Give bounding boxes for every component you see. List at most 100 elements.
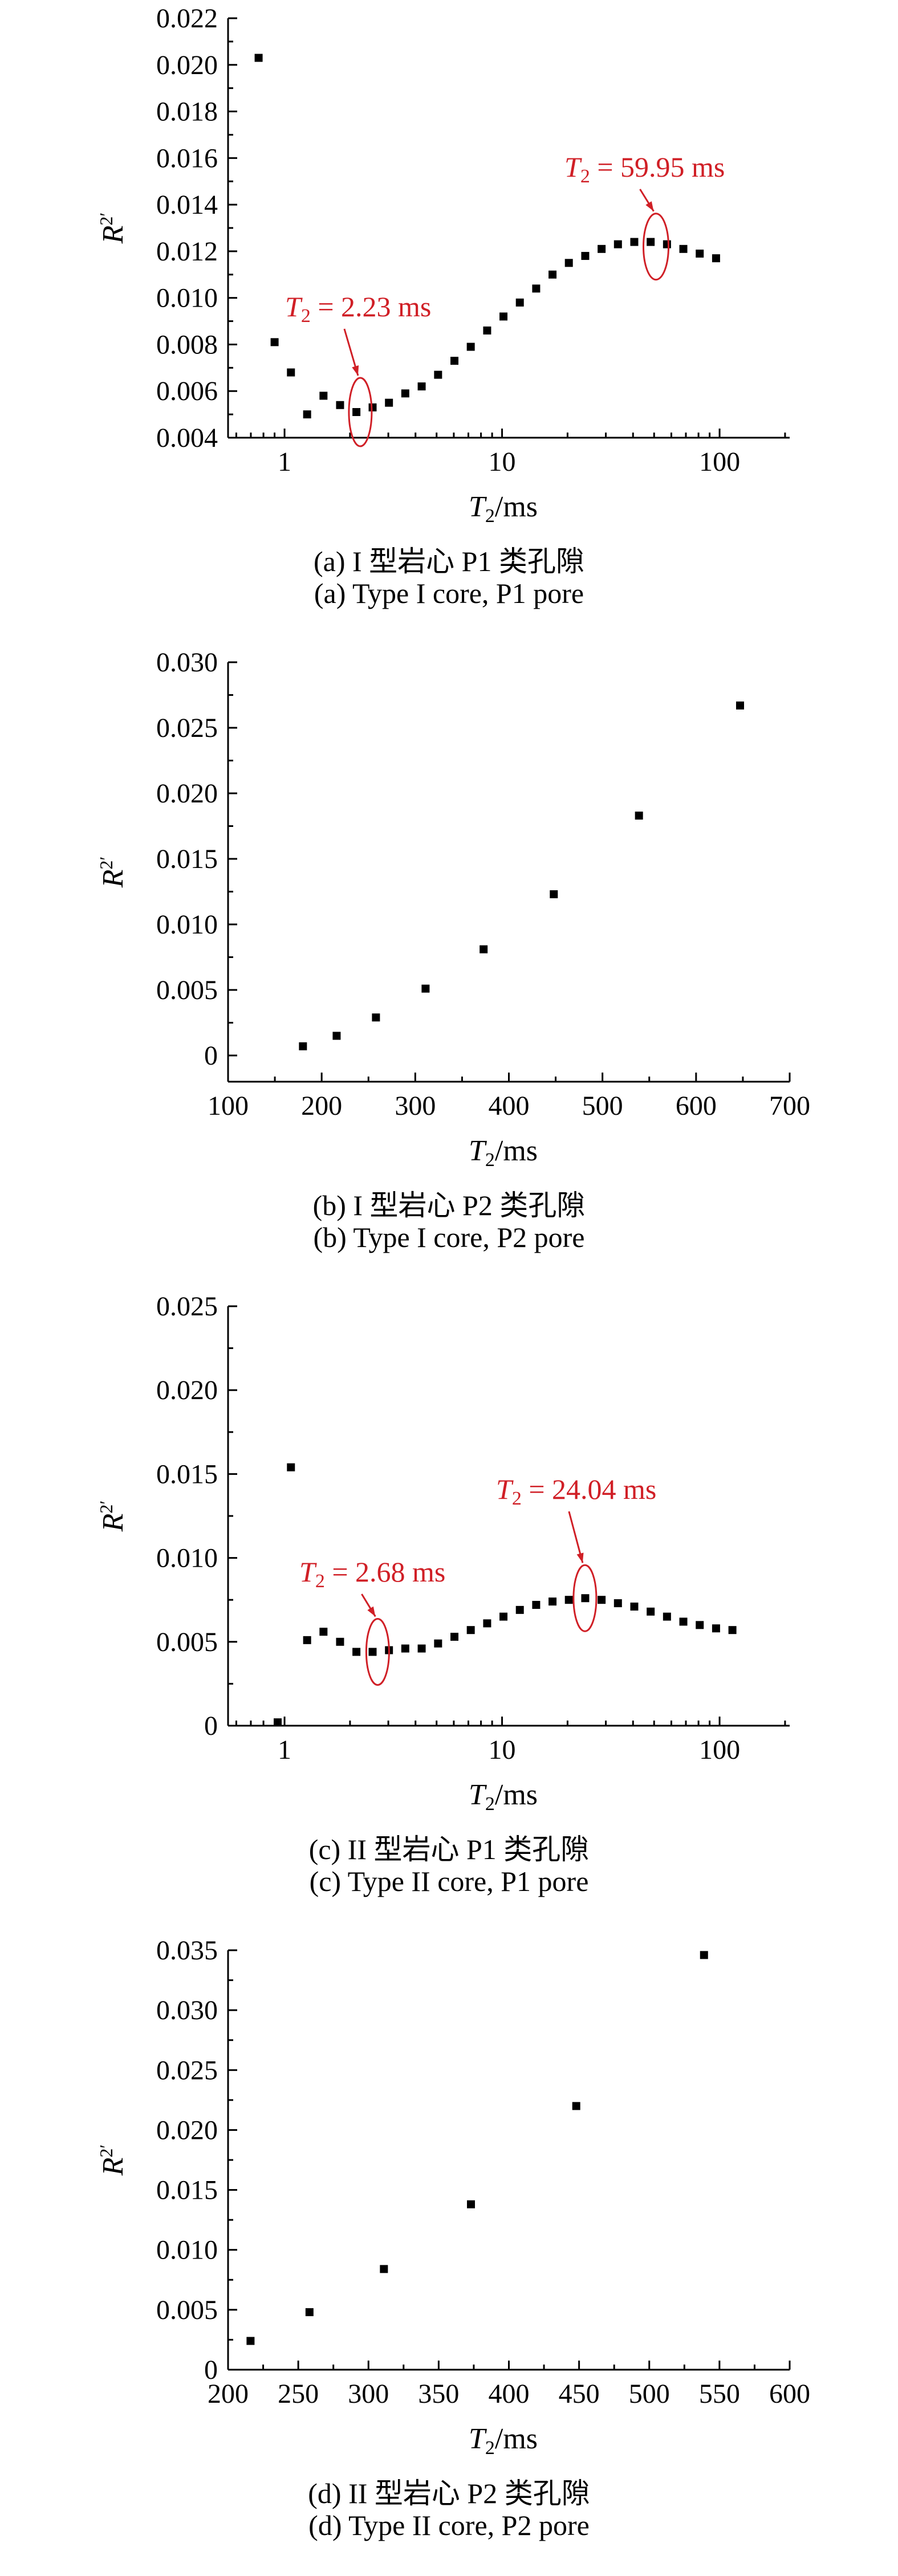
data-point: [332, 1032, 341, 1040]
annotation-label: T2 = 59.95 ms: [564, 151, 725, 187]
data-point: [572, 2102, 580, 2110]
data-point: [467, 2200, 476, 2208]
x-axis-title: T2/ms: [469, 491, 538, 527]
y-tick-label: 0.005: [156, 975, 218, 1005]
caption-en-d: (d) Type II core, P2 pore: [308, 2509, 590, 2541]
data-point: [630, 238, 639, 246]
annotation-ellipse: [348, 377, 373, 447]
x-tick-label: 500: [582, 1091, 623, 1121]
caption-en-c: (c) Type II core, P1 pore: [309, 1865, 589, 1897]
data-point: [515, 1605, 524, 1614]
data-point: [372, 1013, 380, 1022]
caption-cn-a: (a) I 型岩心 P1 类孔隙: [314, 545, 584, 577]
data-point: [598, 1596, 606, 1604]
data-point: [728, 1626, 737, 1635]
x-axis-title: T2/ms: [469, 2423, 538, 2459]
x-tick-label: 300: [395, 1091, 436, 1121]
y-tick-label: 0.020: [156, 778, 218, 809]
y-tick-label: 0.030: [156, 1995, 218, 2025]
data-point: [274, 1718, 282, 1727]
x-axis-title: T2/ms: [469, 1135, 538, 1171]
data-point: [515, 298, 524, 307]
annotation-label: T2 = 2.68 ms: [299, 1556, 445, 1592]
x-tick-label: 250: [278, 2379, 319, 2409]
y-tick-label: 0.018: [156, 97, 218, 127]
x-tick-label: 10: [489, 1735, 516, 1765]
data-point: [246, 2337, 255, 2345]
data-point: [336, 401, 344, 409]
y-tick-label: 0.015: [156, 844, 218, 874]
y-tick-label: 0.022: [156, 3, 218, 34]
y-tick-label: 0.012: [156, 237, 218, 267]
data-point: [368, 403, 377, 411]
caption-cn-c: (c) II 型岩心 P1 类孔隙: [308, 1833, 590, 1865]
data-point: [613, 240, 622, 248]
data-point: [287, 1463, 295, 1472]
y-tick-label: 0.010: [156, 910, 218, 940]
data-point: [303, 410, 311, 419]
data-point: [647, 238, 655, 246]
chart-panel-c: 1 10 100 0 0.005 0.010 0.015 0.020 0.025 T2/ms R2′…: [0, 1288, 898, 1932]
data-point: [581, 1594, 590, 1603]
x-tick-label: 100: [699, 1735, 740, 1765]
data-point: [663, 240, 671, 248]
data-point: [499, 1612, 508, 1621]
data-point: [532, 1601, 541, 1609]
y-tick-label: 0.004: [156, 423, 218, 453]
y-axis-title: R2′: [96, 1501, 129, 1532]
data-point: [385, 398, 393, 407]
annotation-arrowhead: [645, 201, 654, 211]
chart-a: 1 10 100 0.004 0.006 0.008 0.010 0.012 0.014 0.01…: [96, 3, 790, 527]
data-point: [417, 382, 426, 391]
data-point: [299, 1042, 307, 1050]
data-point: [319, 1628, 328, 1636]
data-point: [401, 389, 409, 398]
data-point: [548, 1597, 557, 1606]
x-tick-label: 500: [629, 2379, 670, 2409]
y-tick-label: 0: [204, 2355, 218, 2385]
data-point: [736, 701, 744, 710]
x-tick-label: 350: [418, 2379, 459, 2409]
y-tick-label: 0: [204, 1041, 218, 1071]
x-tick-label: 100: [699, 447, 740, 477]
data-point: [319, 392, 328, 400]
annotation-label: T2 = 24.04 ms: [496, 1473, 656, 1509]
data-point: [450, 357, 459, 365]
x-tick-label: 700: [769, 1091, 810, 1121]
y-tick-label: 0.006: [156, 376, 218, 406]
annotation-label: T2 = 2.23 ms: [285, 291, 431, 327]
x-tick-label: 550: [699, 2379, 740, 2409]
data-point: [499, 312, 508, 321]
data-point: [450, 1632, 459, 1641]
x-tick-label: 1: [278, 447, 291, 477]
chart-b: 100 200 300 400 500 600 700 0 0.005 0.010 0.015 0.0…: [96, 647, 810, 1171]
y-tick-label: 0.025: [156, 713, 218, 743]
y-tick-label: 0.035: [156, 1935, 218, 1966]
data-point: [679, 1617, 688, 1626]
chart-panel-d: 200 250 300 350 400 450 500 550 600 0 0.005 0.010 0.…: [0, 1932, 898, 2576]
annotation-ellipse: [365, 1617, 390, 1686]
y-tick-label: 0.010: [156, 2235, 218, 2265]
data-point: [598, 244, 606, 253]
y-tick-label: 0.020: [156, 2115, 218, 2145]
data-point: [336, 1637, 344, 1646]
data-point: [564, 259, 573, 267]
data-point: [303, 1636, 311, 1644]
x-tick-label: 200: [208, 2379, 249, 2409]
y-tick-label: 0.010: [156, 1543, 218, 1574]
x-tick-label: 400: [489, 2379, 530, 2409]
data-point: [581, 252, 590, 260]
y-tick-label: 0.030: [156, 647, 218, 678]
y-axis-title: R2′: [96, 213, 129, 244]
data-point: [480, 945, 488, 953]
x-tick-label: 10: [489, 447, 516, 477]
x-tick-label: 200: [301, 1091, 342, 1121]
data-point: [647, 1607, 655, 1616]
data-point: [700, 1951, 708, 1959]
caption-en-a: (a) Type I core, P1 pore: [314, 577, 584, 609]
data-point: [564, 1596, 573, 1604]
data-point: [401, 1644, 409, 1653]
x-axis-title: T2/ms: [469, 1779, 538, 1815]
y-tick-label: 0.014: [156, 190, 218, 220]
y-tick-label: 0.008: [156, 329, 218, 360]
